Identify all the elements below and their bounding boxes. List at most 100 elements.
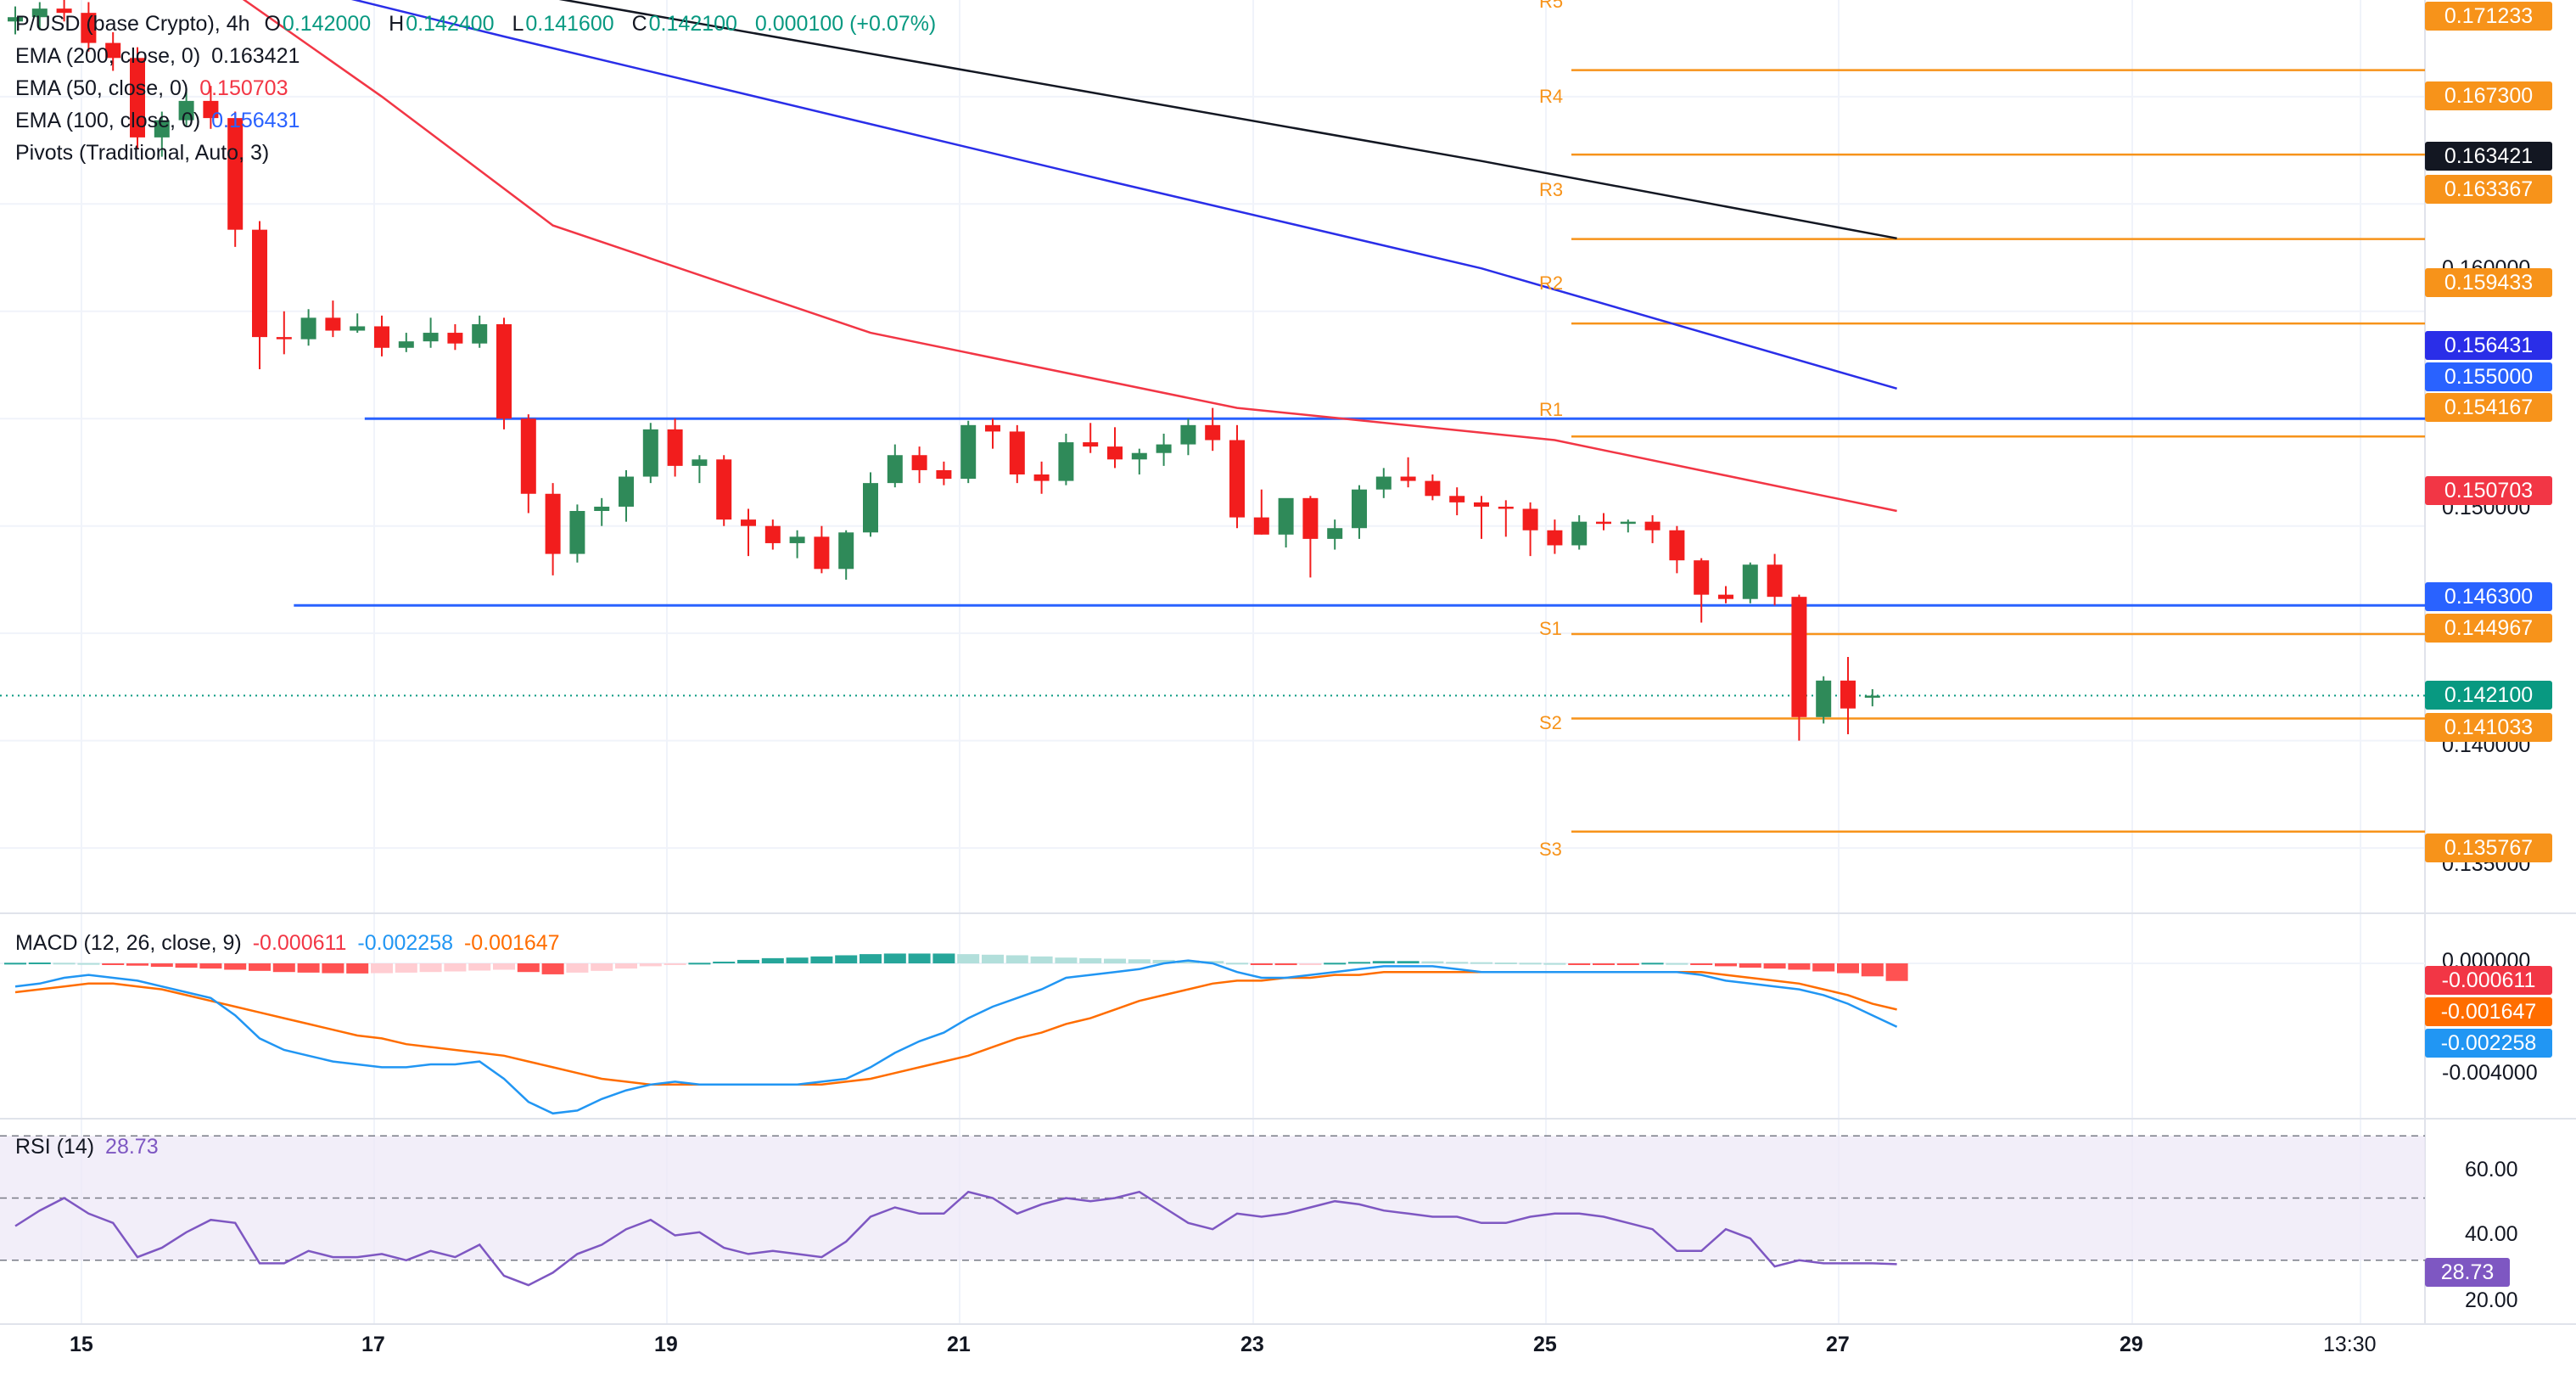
macd-legend[interactable]: MACD (12, 26, close, 9) -0.000611 -0.002… <box>15 931 565 956</box>
ema50-price-tag: 0.150703 <box>2425 476 2552 505</box>
time-axis-label: 23 <box>1240 1333 1264 1356</box>
candle-body <box>1253 517 1269 535</box>
ohlc-low: 0.141600 <box>525 12 614 36</box>
candle-body <box>1375 476 1392 490</box>
ohlc-close: 0.142100 <box>648 12 737 36</box>
macd-hist-bar <box>1005 955 1028 963</box>
candle <box>130 47 145 149</box>
macd-hist-bar <box>1837 963 1859 974</box>
rsi-legend[interactable]: RSI (14) 28.73 <box>15 1135 164 1159</box>
symbol-label[interactable]: P/USD (base Crypto) <box>15 12 215 36</box>
macd-hist-value: -0.000611 <box>252 931 347 955</box>
candle-body <box>716 459 732 520</box>
candle-body <box>594 506 610 511</box>
ema100-value: 0.156431 <box>211 109 300 132</box>
candle-body <box>1522 508 1538 530</box>
macd-hist-bar <box>517 963 540 973</box>
ohlc-header: P/USD (base Crypto), 4h O0.142000 H0.142… <box>15 12 937 36</box>
candle-body <box>154 120 170 138</box>
macd-signal-value: -0.001647 <box>463 931 560 955</box>
candle-body <box>227 118 244 230</box>
candle <box>1596 513 1611 530</box>
macd-hist-bar <box>1470 962 1492 964</box>
macd-hist-bar <box>1030 956 1053 963</box>
macd-hist-bar <box>1715 963 1737 967</box>
macd-hist-bar <box>4 963 26 965</box>
candle-body <box>8 17 23 22</box>
candle-body <box>300 317 316 340</box>
macd-hist-bar <box>1593 963 1615 965</box>
macd-hist-bar <box>761 957 784 963</box>
candle <box>911 446 927 484</box>
grid <box>0 0 2576 1325</box>
candle-body <box>863 483 878 533</box>
candle-body <box>1669 530 1685 561</box>
candle <box>105 31 121 71</box>
candle-body <box>1058 442 1074 481</box>
macd-hist-bar <box>860 954 882 963</box>
time-axis-label: 27 <box>1826 1333 1850 1356</box>
macd-hist-bar <box>1128 959 1151 963</box>
candle-body <box>1694 560 1710 595</box>
macd-hist-bar <box>272 963 295 973</box>
candle-body <box>276 337 292 340</box>
pivot-tag-r5: 0.171233 <box>2425 2 2552 31</box>
macd-hist-bar <box>591 963 613 971</box>
candle <box>300 309 316 346</box>
ema100-legend[interactable]: EMA (100, close, 0) 0.156431 <box>15 109 305 133</box>
pivot-label-r4: R4 <box>1539 86 1564 107</box>
candles[interactable] <box>8 0 1880 741</box>
candle-body <box>520 418 536 494</box>
ema200-legend[interactable]: EMA (200, close, 0) 0.163421 <box>15 44 305 69</box>
candle <box>1278 497 1294 547</box>
candle-body <box>1620 521 1636 525</box>
macd-hist-bar <box>1885 963 1908 981</box>
macd-hist-bar <box>53 963 76 965</box>
macd-hist-bar <box>346 963 369 974</box>
macd-hist-bar <box>957 954 980 963</box>
macd-hist-bar <box>932 953 955 963</box>
candle-body <box>1425 480 1441 497</box>
macd-hist-bar <box>1226 963 1248 965</box>
candle <box>1425 474 1441 501</box>
candle <box>1767 553 1783 606</box>
candle-body <box>1767 564 1783 598</box>
pivot-label-r3: R3 <box>1539 179 1564 200</box>
macd-hist-bar <box>1104 958 1126 963</box>
candle-body <box>374 326 389 348</box>
candle-body <box>1278 497 1294 535</box>
candle <box>936 461 952 486</box>
pivot-lines <box>1571 69 2425 833</box>
macd-hist-bar <box>1421 961 1444 963</box>
pivot-tag-r4: 0.167300 <box>2425 81 2552 110</box>
candle-body <box>472 323 488 344</box>
pivots-legend[interactable]: Pivots (Traditional, Auto, 3) <box>15 141 274 166</box>
macd-label: MACD (12, 26, close, 9) <box>15 931 242 955</box>
macd-hist-bar <box>1372 961 1395 963</box>
macd-hist-bar <box>224 963 247 970</box>
rsi-label: RSI (14) <box>15 1135 95 1159</box>
candle-body <box>496 323 512 419</box>
interval-label[interactable]: 4h <box>226 12 250 36</box>
macd-hist-bar <box>566 963 589 973</box>
candle <box>1107 427 1123 469</box>
candle <box>1180 418 1196 456</box>
ema50-legend[interactable]: EMA (50, close, 0) 0.150703 <box>15 76 293 101</box>
candle-body <box>1107 446 1123 460</box>
macd-hist-bar <box>1568 963 1591 965</box>
candle-body <box>1302 497 1319 539</box>
rsi-axis-label: 60.00 <box>2465 1158 2518 1182</box>
candle <box>1253 489 1269 535</box>
candle-body <box>1840 680 1856 709</box>
macd-hist-bar <box>982 954 1004 963</box>
macd-hist-bar <box>835 955 858 963</box>
macd-hist-bar <box>1812 963 1835 972</box>
candle <box>325 300 341 338</box>
candle <box>227 111 244 247</box>
candle <box>81 2 97 52</box>
macd-signal-line <box>14 970 1897 1086</box>
macd-hist-bar <box>419 963 442 973</box>
rsi-axis-label: 40.00 <box>2465 1222 2518 1246</box>
macd-hist-bar <box>615 963 637 969</box>
